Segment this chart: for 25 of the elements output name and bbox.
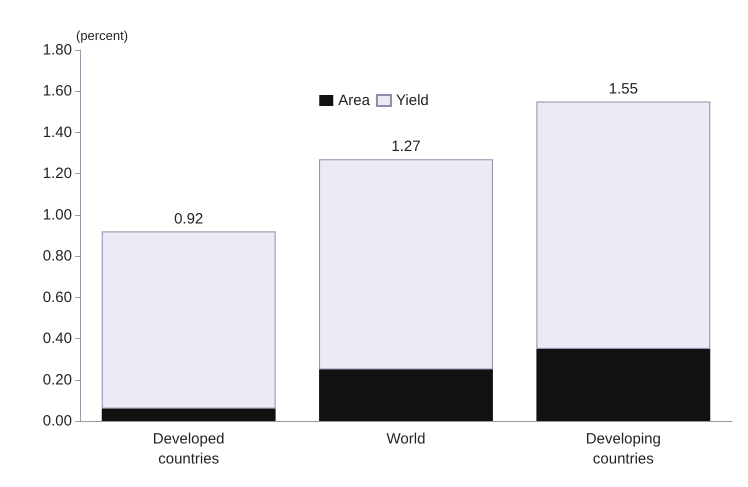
bar — [102, 408, 276, 421]
y-tick-label: 0.80 — [42, 248, 72, 265]
bar — [102, 231, 276, 409]
bar — [319, 369, 493, 421]
y-tick-label: 1.40 — [42, 124, 72, 141]
y-tick-label: 0.20 — [42, 371, 72, 388]
x-tick-label: Developing countries — [586, 430, 661, 468]
total-label: 1.27 — [391, 138, 421, 156]
bar — [319, 159, 493, 370]
legend-label: Yield — [396, 92, 429, 109]
y-tick-label: 0.60 — [42, 288, 72, 306]
total-label: 0.92 — [174, 210, 204, 228]
y-tick-label: 0.40 — [42, 330, 72, 348]
bar — [536, 348, 710, 421]
legend-label: Area — [338, 92, 371, 109]
y-tick-label: 0.00 — [42, 412, 72, 430]
x-tick-label: Developed countries — [152, 430, 225, 468]
y-tick-label: 1.20 — [42, 165, 72, 182]
y-axis-title: (percent) — [76, 28, 128, 43]
total-label: 1.55 — [608, 80, 638, 98]
x-tick-label: World — [386, 430, 426, 448]
y-tick-label: 1.00 — [42, 206, 72, 224]
y-tick-label: 1.80 — [42, 42, 72, 58]
bar — [536, 102, 710, 349]
y-tick-label: 1.60 — [42, 82, 72, 100]
